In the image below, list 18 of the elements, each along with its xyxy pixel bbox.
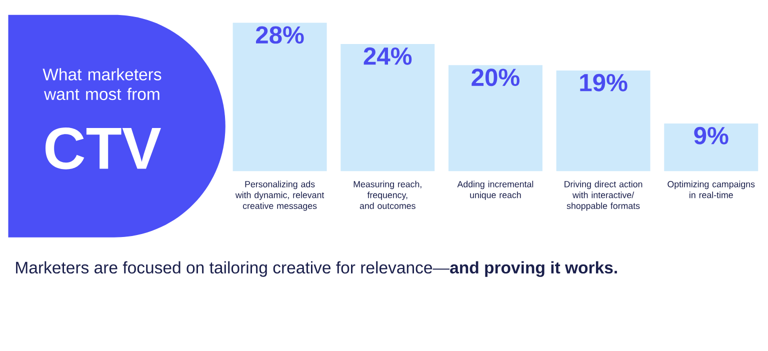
data-label: 28% (256, 26, 304, 44)
text: Marketers are focused on tailoring creative for relevance—and proving it works. (16, 261, 617, 277)
x-tick-label: Measuring reach, frequency, and outcomes (354, 180, 422, 209)
data-label: 20% (472, 68, 520, 86)
x-tick-label: Personalizing ads with dynamic, relevant creative messages (235, 180, 324, 211)
bar (664, 123, 758, 172)
x-tick-label: Adding incremental unique reach (457, 180, 534, 200)
bar (340, 44, 435, 172)
x-tick-label: Optimizing campaigns in real-time (668, 180, 755, 198)
bar (556, 70, 650, 172)
bar (232, 22, 327, 172)
data-label: 9% (694, 126, 728, 144)
data-label: 24% (364, 47, 412, 65)
text: What marketers want most from (42, 68, 162, 100)
bar (448, 65, 542, 172)
x-tick-label: Driving direct action with interactive/ shoppable formats (564, 180, 642, 211)
text: CTV (46, 127, 161, 170)
data-label: 19% (580, 74, 628, 92)
